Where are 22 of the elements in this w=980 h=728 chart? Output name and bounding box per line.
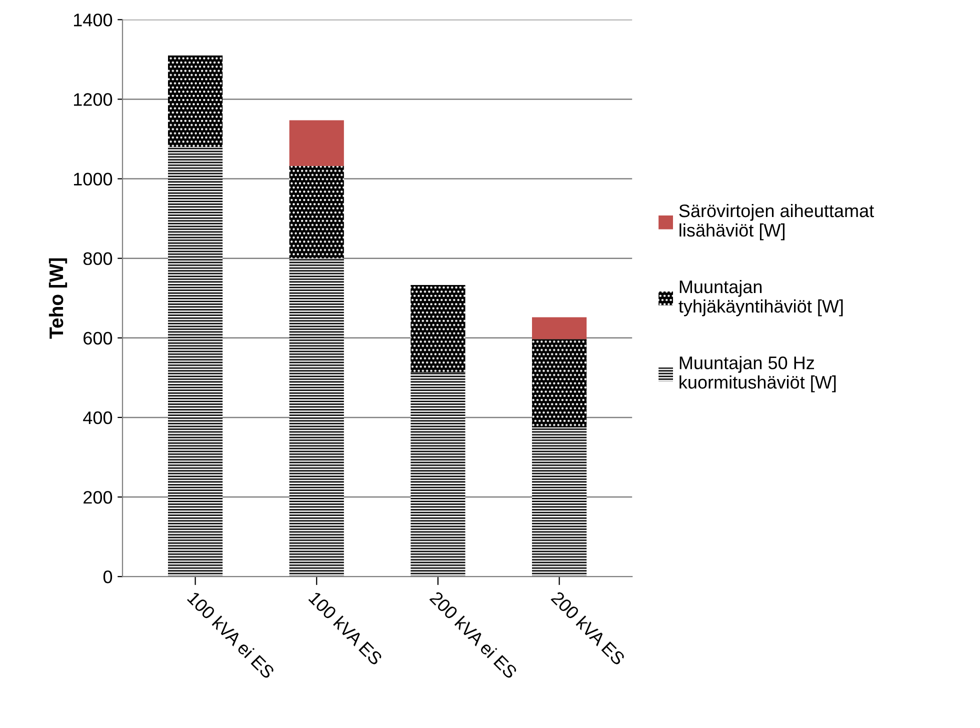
legend-label: Muuntajan 50 Hz kuormitushäviöt [W] (680, 356, 836, 392)
bar (168, 55, 223, 147)
y-tick-label: 0 (103, 570, 112, 584)
y-tick-label: 800 (83, 252, 112, 266)
y-tick-label: 400 (83, 411, 112, 424)
y-tick-label: 1400 (74, 14, 112, 26)
bar (168, 146, 223, 577)
y-axis-title: Teho [W] (48, 258, 68, 339)
bar (289, 166, 344, 258)
y-tick-label: 600 (84, 332, 112, 345)
bar (532, 339, 587, 428)
bar (410, 284, 466, 373)
bar (532, 427, 587, 577)
bar (410, 372, 466, 577)
y-tick-label: 1200 (74, 93, 112, 106)
bar (532, 317, 587, 340)
legend-label: Muuntajan tyhjäkäyntihäviöt [W] (678, 280, 843, 316)
y-tick-label: 1000 (74, 172, 112, 186)
legend-label: Särövirtojen aiheuttamat lisähäviöt [W] (679, 204, 874, 240)
bar (289, 258, 344, 577)
y-tick-label: 200 (84, 490, 112, 504)
bar (289, 120, 344, 166)
